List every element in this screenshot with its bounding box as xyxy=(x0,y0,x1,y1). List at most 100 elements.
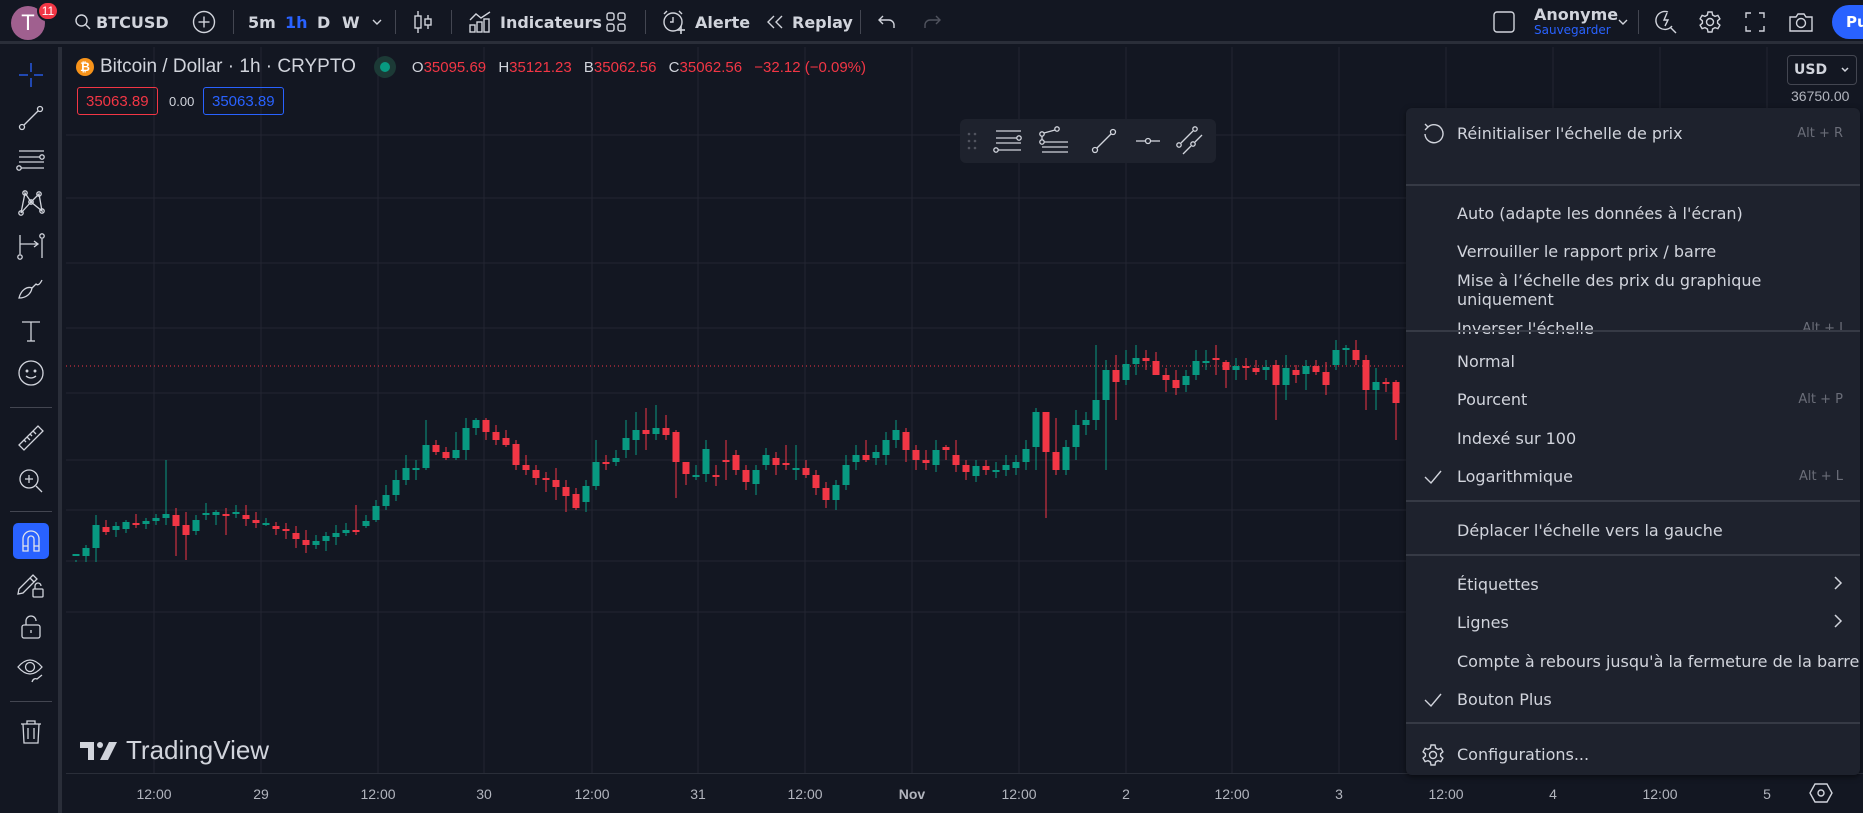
text-tool[interactable] xyxy=(12,312,50,350)
menu-item-compte-a-rebours-jusqu-a-la-fermeture-de-la-barre[interactable]: Compte à rebours jusqu'à la fermeture de… xyxy=(1406,642,1860,680)
publish-button[interactable]: Pu xyxy=(1832,5,1863,39)
symbol-search-button[interactable]: BTCUSD xyxy=(74,0,169,44)
indicators-button[interactable]: Indicateurs xyxy=(468,0,602,44)
trend-line-tool[interactable] xyxy=(12,99,50,137)
candle-body xyxy=(1022,449,1030,462)
market-status-icon[interactable] xyxy=(373,56,396,78)
candle-body xyxy=(622,438,630,450)
menu-item-bouton-plus[interactable]: Bouton Plus xyxy=(1406,680,1860,718)
buy-button[interactable]: 35063.89 xyxy=(203,87,284,115)
lightning-search-icon xyxy=(1655,10,1677,34)
compare-symbol-button[interactable] xyxy=(192,0,216,44)
layouts-button[interactable] xyxy=(605,0,627,44)
parallel-lines-tool[interactable] xyxy=(1172,123,1208,159)
divider xyxy=(10,511,52,512)
fullscreen-icon xyxy=(1745,12,1765,32)
currency-select[interactable]: USD xyxy=(1787,55,1857,85)
candle-body xyxy=(142,521,150,524)
fullscreen-button[interactable] xyxy=(1744,0,1766,44)
time-tick: 12:00 xyxy=(787,786,823,802)
timeframe-1h[interactable]: 1h xyxy=(285,0,308,44)
divider xyxy=(1638,10,1639,34)
trash-icon xyxy=(21,720,41,744)
menu-item-configurations[interactable]: Configurations... xyxy=(1406,735,1860,773)
candle-body xyxy=(682,462,690,474)
timeframe-dropdown[interactable] xyxy=(371,0,383,44)
candle-body xyxy=(1062,447,1070,470)
menu-item-de-placer-l-e-chelle-vers-la-gauche[interactable]: Déplacer l'échelle vers la gauche xyxy=(1406,511,1860,549)
menu-item-pourcent[interactable]: Pourcent Alt + P xyxy=(1406,380,1860,418)
menu-item-label: Inverser l'échelle xyxy=(1457,318,1594,338)
time-tick: 12:00 xyxy=(136,786,172,802)
submenu-chevron xyxy=(1833,575,1843,595)
timeframe-5m[interactable]: 5m xyxy=(248,0,276,44)
measure-tool[interactable] xyxy=(12,419,50,457)
lock-drawings-tool[interactable] xyxy=(12,565,50,603)
alert-button[interactable]: Alerte xyxy=(661,0,750,44)
replay-button[interactable]: Replay xyxy=(764,0,853,44)
menu-item-verrouiller-le-rapport-prix-barre[interactable]: Verrouiller le rapport prix / barre xyxy=(1406,232,1860,270)
menu-item-e-tiquettes[interactable]: Étiquettes xyxy=(1406,565,1860,603)
quick-search-button[interactable] xyxy=(1654,0,1678,44)
eye-icon xyxy=(17,659,43,683)
candle-body xyxy=(1092,400,1100,420)
time-axis-settings-button[interactable] xyxy=(1808,780,1834,806)
brush-tool[interactable] xyxy=(12,269,50,307)
menu-item-auto-adapte-les-donne-es-a-l-e-cran[interactable]: Auto (adapte les données à l'écran) xyxy=(1406,194,1860,232)
menu-item-label: Lignes xyxy=(1457,612,1509,632)
hide-drawings-tool[interactable] xyxy=(12,650,50,688)
horizontal-lines-tool[interactable] xyxy=(12,141,50,179)
timeframe-w[interactable]: W xyxy=(342,0,360,44)
user-menu-button[interactable]: Anonyme Sauvegarder xyxy=(1534,0,1618,44)
tradingview-text: TradingView xyxy=(126,735,270,765)
divider xyxy=(10,407,52,408)
save-link[interactable]: Sauvegarder xyxy=(1534,23,1611,37)
projection-tool[interactable] xyxy=(12,227,50,265)
fullscreen-layout-toggle[interactable] xyxy=(1492,0,1516,44)
zoom-in-tool[interactable] xyxy=(12,462,50,500)
pattern-tool[interactable] xyxy=(12,184,50,222)
candle-body xyxy=(92,525,100,548)
timeframe-d[interactable]: D xyxy=(317,0,330,44)
emoji-tool[interactable] xyxy=(12,354,50,392)
magnet-mode-toggle[interactable] xyxy=(13,523,49,559)
menu-item-logarithmique[interactable]: Logarithmique Alt + L xyxy=(1406,457,1860,495)
snapshot-button[interactable] xyxy=(1788,0,1814,44)
grid-layout-icon xyxy=(606,12,626,32)
symbol-label: BTCUSD xyxy=(96,12,169,32)
candle-body xyxy=(572,494,580,508)
publish-label: Pu xyxy=(1846,13,1863,31)
horizontal-lines-tool[interactable] xyxy=(990,123,1026,159)
redo-button[interactable] xyxy=(922,0,942,44)
high-key: H xyxy=(498,58,510,76)
drag-handle[interactable] xyxy=(962,123,982,159)
time-tick: 30 xyxy=(476,786,492,802)
undo-button[interactable] xyxy=(877,0,897,44)
user-menu-dropdown[interactable] xyxy=(1617,0,1629,44)
menu-item-re-initialiser-l-e-chelle-de-prix[interactable]: Réinitialiser l'échelle de prix Alt + R xyxy=(1406,114,1860,152)
divider xyxy=(451,10,452,34)
pencil-lock-icon xyxy=(17,574,44,598)
menu-item-indexe-sur-100[interactable]: Indexé sur 100 xyxy=(1406,419,1860,457)
horizontal-ray-tool[interactable] xyxy=(1130,123,1166,159)
candle-body xyxy=(562,487,570,496)
horizontal-line-icon xyxy=(1136,137,1160,145)
menu-item-normal[interactable]: Normal xyxy=(1406,342,1860,380)
chart-type-button[interactable] xyxy=(412,0,434,44)
menu-item-mise-a-l-e-chelle-des-prix-du-graphique-uniquement[interactable]: Mise à l’échelle des prix du graphique u… xyxy=(1406,271,1860,309)
crosshair-tool[interactable] xyxy=(12,56,50,94)
menu-item-lignes[interactable]: Lignes xyxy=(1406,603,1860,641)
menu-divider xyxy=(1406,184,1860,186)
symbol-title[interactable]: Bitcoin / Dollar · 1h · CRYPTO xyxy=(100,56,356,77)
lock-all-tool[interactable] xyxy=(12,608,50,646)
parallel-channel-tool[interactable] xyxy=(1036,123,1072,159)
settings-button[interactable] xyxy=(1698,0,1722,44)
time-axis[interactable]: 12:00 29 12:00 30 12:00 31 12:00 Nov 12:00 2 12:00… xyxy=(66,773,1863,813)
candle-body xyxy=(542,478,550,480)
candle-body xyxy=(442,452,450,458)
remove-drawings-button[interactable] xyxy=(12,713,50,751)
candle-body xyxy=(352,530,360,532)
candle-body xyxy=(402,468,410,480)
trend-line-tool[interactable] xyxy=(1086,123,1122,159)
sell-button[interactable]: 35063.89 xyxy=(77,87,158,115)
